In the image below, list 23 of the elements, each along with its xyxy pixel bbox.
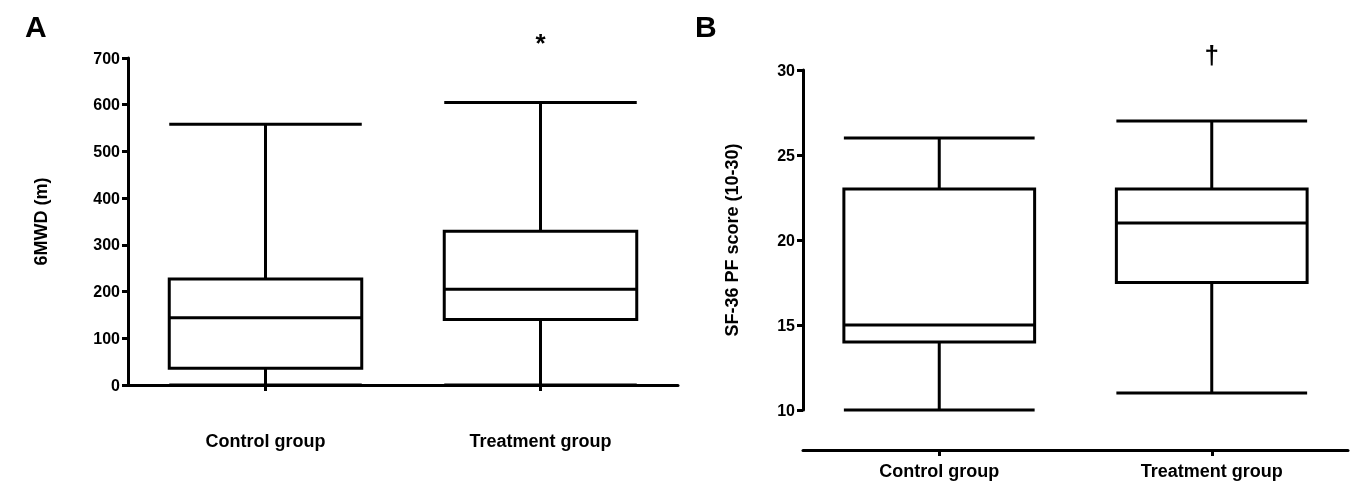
y-axis-title: 6MWD (m) — [31, 177, 51, 266]
text: * — [535, 28, 547, 58]
y-tick-label: 200 — [93, 283, 121, 301]
y-tick-label: 400 — [93, 189, 121, 207]
x-tick-label: Treatment group — [1140, 461, 1283, 481]
y-tick-label: 100 — [93, 329, 121, 347]
y-tick-label: 15 — [777, 316, 796, 334]
chart-title: A — [25, 9, 47, 43]
x-tick-label: Control group — [879, 461, 1000, 481]
y-tick-label: 500 — [93, 142, 121, 160]
y-tick-label: 20 — [777, 231, 796, 249]
y-tick-label: 30 — [777, 61, 796, 79]
y-tick-label: 10 — [777, 401, 796, 419]
y-tick-label: 300 — [93, 236, 121, 254]
x-tick-label: Treatment group — [469, 431, 612, 451]
y-tick-label: 700 — [93, 49, 121, 67]
text: † — [1204, 40, 1219, 70]
y-axis-title: SF-36 PF score (10-30) — [722, 143, 742, 337]
chart-title: B — [695, 9, 717, 43]
y-tick-label: 600 — [93, 96, 121, 114]
x-tick-label: Control group — [205, 431, 326, 451]
y-tick-label: 0 — [111, 376, 121, 394]
y-tick-label: 25 — [777, 146, 796, 164]
